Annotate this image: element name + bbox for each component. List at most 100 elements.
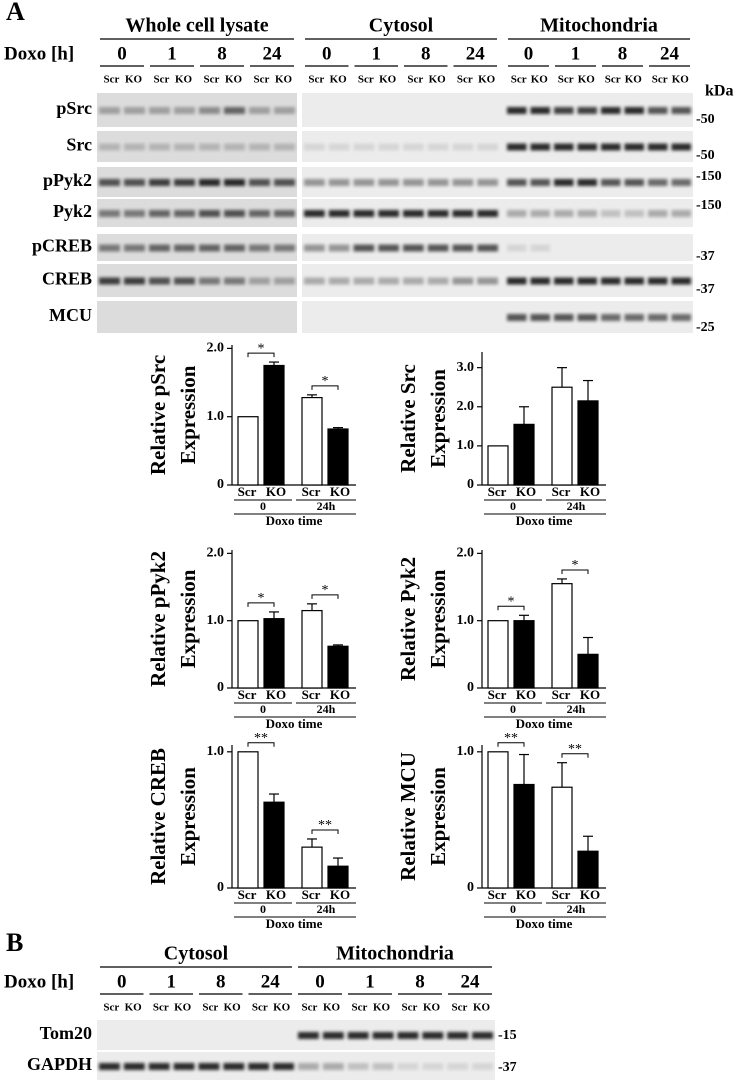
lane-label: KO (175, 74, 193, 86)
lane-label: KO (330, 74, 348, 86)
kda-marker: -25 (696, 320, 715, 335)
lane-label: KO (275, 74, 293, 86)
lane-label: Scr (103, 1002, 119, 1014)
error-bar (519, 614, 529, 621)
bar (577, 400, 599, 486)
category-label: Scr (302, 687, 321, 702)
band (477, 277, 498, 285)
time-label: 8 (421, 43, 431, 64)
bar (301, 846, 323, 889)
band (530, 244, 550, 252)
category-label: Scr (302, 887, 321, 902)
blot-label: MCU (49, 305, 92, 325)
x-axis-label: Doxo time (516, 513, 573, 528)
category-label: KO (330, 484, 350, 499)
section-title: Cytosol (164, 943, 229, 965)
band (274, 244, 295, 252)
band (530, 210, 550, 217)
band (601, 107, 621, 114)
time-label: 8 (217, 43, 227, 64)
bar (577, 850, 599, 889)
lane-label: KO (224, 1002, 242, 1014)
band (554, 210, 574, 217)
lane-label: Scr (358, 74, 374, 86)
band (124, 143, 145, 151)
lane-label: KO (478, 74, 496, 86)
group-label: 24h (567, 702, 586, 716)
band (624, 143, 644, 151)
band (472, 1032, 493, 1039)
group-label: 0 (260, 902, 266, 916)
section-title: Whole cell lysate (125, 15, 268, 37)
group-label: 24h (317, 702, 336, 716)
band (447, 1063, 469, 1070)
band (427, 210, 449, 217)
band (624, 277, 644, 285)
bar (237, 620, 259, 689)
category-label: KO (266, 687, 286, 702)
band (273, 1063, 294, 1070)
time-label: 24 (466, 43, 486, 64)
bar (551, 583, 573, 689)
section-title: Mitochondria (336, 943, 454, 965)
bar (551, 786, 573, 889)
band (322, 1032, 344, 1039)
bar (327, 865, 349, 889)
time-label: 24 (261, 971, 281, 992)
category-label: Scr (552, 687, 571, 702)
x-axis-label: Doxo time (266, 916, 323, 931)
band (124, 179, 145, 186)
band (199, 179, 220, 186)
lane-label: Scr (407, 74, 423, 86)
error-bar (269, 361, 279, 366)
category-label: KO (516, 484, 536, 499)
band (99, 179, 120, 186)
category-label: Scr (488, 687, 507, 702)
error-bar (307, 394, 317, 398)
bar (327, 428, 349, 486)
error-bar (269, 611, 279, 619)
lane-label: Scr (153, 1002, 169, 1014)
kda-marker: -15 (498, 1028, 517, 1043)
band (403, 244, 424, 252)
lane-label: Scr (558, 74, 574, 86)
error-bar (583, 636, 593, 655)
y-axis-label: Relative pPyk2 (146, 551, 170, 687)
band (248, 1063, 270, 1070)
kda-marker: -150 (696, 198, 722, 213)
band (124, 277, 145, 285)
lane-label: Scr (352, 1002, 368, 1014)
lane-label: Scr (605, 74, 621, 86)
category-label: KO (516, 887, 536, 902)
band (397, 1063, 419, 1070)
band (378, 277, 399, 285)
lane-label: KO (672, 74, 690, 86)
error-bar (333, 427, 343, 429)
blot-label: pCREB (32, 236, 92, 256)
band (174, 210, 195, 217)
band (124, 210, 145, 217)
y-tick-label: 2.0 (207, 341, 225, 356)
time-label: 0 (524, 43, 534, 64)
band (304, 210, 325, 217)
band (99, 107, 120, 114)
category-label: Scr (488, 484, 507, 499)
error-bar (307, 603, 317, 611)
y-axis-label: Expression (426, 369, 450, 468)
lane-label: KO (125, 74, 143, 86)
kda-marker: -37 (498, 1060, 517, 1075)
panel-label: B (6, 928, 23, 957)
band (427, 179, 449, 186)
doxo-label: Doxo [h] (4, 971, 74, 992)
category-label: KO (580, 687, 600, 702)
error-bar (269, 793, 279, 803)
group-label: 0 (510, 499, 516, 513)
band (149, 143, 170, 151)
band (671, 143, 691, 151)
band (671, 179, 691, 186)
significance-bracket (311, 385, 339, 390)
y-axis-label: Expression (176, 569, 200, 668)
band (322, 1063, 344, 1070)
band (577, 179, 597, 186)
x-axis-label: Doxo time (516, 916, 573, 931)
